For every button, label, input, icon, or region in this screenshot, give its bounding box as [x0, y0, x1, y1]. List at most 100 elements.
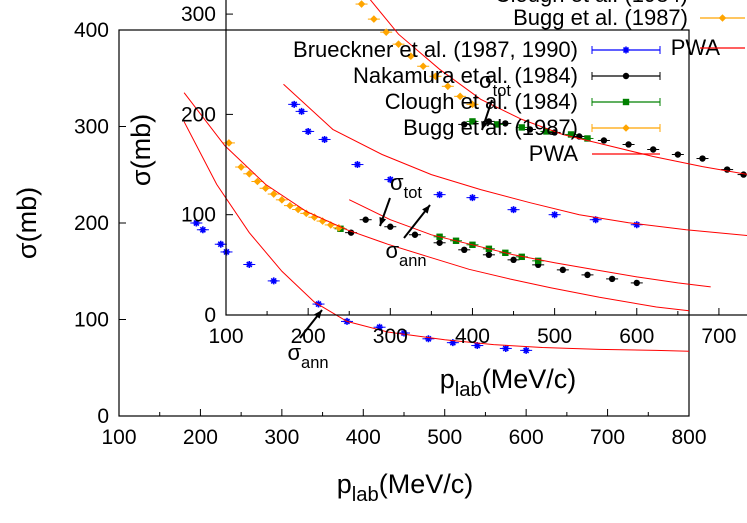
data-point — [353, 161, 361, 169]
data-point — [394, 40, 403, 48]
data-point — [261, 184, 270, 193]
data-point — [321, 135, 329, 143]
data-point — [217, 240, 225, 248]
data-point — [510, 206, 518, 214]
data-point — [526, 126, 534, 133]
legend-label: PWA — [529, 141, 579, 166]
legend-marker — [622, 124, 630, 132]
data-point — [444, 82, 452, 91]
inset-x-tick-label: 600 — [619, 325, 654, 348]
main-x-tick-label: 800 — [671, 426, 706, 449]
data-point — [584, 271, 591, 279]
inset-sigma-tot-label-lower: σtot — [390, 170, 422, 202]
data-point — [302, 209, 311, 218]
pwa-curve — [183, 92, 690, 312]
data-point — [431, 72, 440, 81]
inset-sigma-ann-arrow-head — [422, 205, 430, 214]
inset-sigma-tot-arrow-lower-head — [379, 217, 387, 226]
main-series-pwa — [183, 92, 690, 352]
legend-label: Clough et al. (1984) — [495, 0, 688, 7]
data-point — [310, 213, 319, 222]
main-x-tick-label: 100 — [101, 426, 136, 449]
data-point — [485, 251, 493, 259]
data-point — [543, 128, 550, 135]
data-point — [584, 135, 591, 142]
main-y-tick-label: 100 — [74, 309, 109, 332]
pwa-curve — [183, 121, 690, 352]
data-point — [502, 120, 509, 127]
data-point — [376, 323, 384, 331]
inset-y-tick-label: 100 — [181, 204, 216, 227]
data-point — [502, 344, 510, 352]
data-point — [245, 260, 253, 268]
data-point — [245, 169, 254, 178]
data-point — [551, 211, 559, 219]
data-point — [192, 219, 200, 227]
data-point — [608, 275, 616, 283]
pwa-curve — [369, 0, 747, 175]
inset-x-tick-label: 500 — [537, 325, 572, 348]
data-point — [522, 346, 530, 354]
inset-y-tick-label: 300 — [181, 3, 216, 26]
data-point — [674, 151, 682, 158]
data-point — [419, 62, 427, 71]
main-legend: Clough et al. (1984)Bugg et al. (1987)PW… — [495, 0, 745, 60]
main-x-axis-label: plab(MeV/c) — [337, 469, 474, 506]
legend-label: Nakamura et al. (1984) — [353, 63, 578, 88]
data-point — [294, 205, 302, 214]
data-point — [298, 107, 306, 115]
main-y-axis-label: σ(mb) — [12, 187, 42, 259]
annotations: σann σtot σtot σann — [287, 68, 511, 372]
data-point — [592, 216, 600, 224]
inset-x-tick-label: 700 — [701, 325, 736, 348]
data-point — [199, 226, 207, 234]
data-point — [469, 118, 476, 125]
data-point — [559, 266, 567, 274]
legend-label: Clough et al. (1984) — [385, 89, 578, 114]
data-point — [699, 155, 706, 162]
main-x-tick-label: 300 — [264, 426, 299, 449]
data-point — [468, 100, 477, 109]
data-point — [411, 231, 419, 238]
inset-x-axis-label: plab(MeV/c) — [440, 364, 577, 401]
data-point — [650, 146, 657, 153]
data-point — [407, 52, 415, 61]
legend-marker — [622, 46, 630, 54]
main-series-bugg-et-al-1987- — [222, 139, 345, 232]
pwa-curve — [348, 199, 711, 288]
data-point — [633, 279, 640, 287]
legend-marker — [622, 72, 630, 80]
data-point — [387, 223, 394, 230]
inset-series-pwa — [283, 0, 747, 288]
main-y-tick-label: 0 — [97, 405, 109, 428]
legend-marker — [718, 14, 727, 22]
pwa-curve — [283, 83, 747, 237]
main-y-tick-label: 400 — [74, 19, 109, 42]
main-x-tick-label: 700 — [590, 426, 625, 449]
data-point — [723, 166, 731, 173]
legend-label: Brueckner et al. (1987, 1990) — [293, 37, 578, 62]
inset-x-tick-label: 300 — [373, 325, 408, 348]
inset-sigma-tot-label-upper: σtot — [479, 68, 511, 100]
inset-y-tick-label: 0 — [204, 304, 216, 327]
inset-legend: Brueckner et al. (1987, 1990)Nakamura et… — [293, 37, 661, 166]
data-point — [225, 139, 233, 147]
legend-label: Bugg et al. (1987) — [513, 5, 688, 30]
data-point — [493, 121, 501, 128]
main-x-tick-label: 400 — [346, 426, 381, 449]
main-sigma-ann-label: σann — [287, 340, 328, 372]
data-point — [362, 216, 369, 223]
main-y-tick-label: 300 — [74, 116, 109, 139]
inset-series-nakamura-et-al-1984- — [359, 118, 747, 287]
data-point — [625, 141, 632, 148]
data-point — [270, 277, 278, 285]
data-point — [461, 246, 468, 254]
data-point — [318, 217, 327, 225]
main-x-tick-label: 500 — [427, 426, 462, 449]
data-point — [633, 221, 641, 229]
data-point — [286, 201, 294, 210]
data-point — [567, 131, 575, 138]
data-point — [269, 190, 278, 198]
